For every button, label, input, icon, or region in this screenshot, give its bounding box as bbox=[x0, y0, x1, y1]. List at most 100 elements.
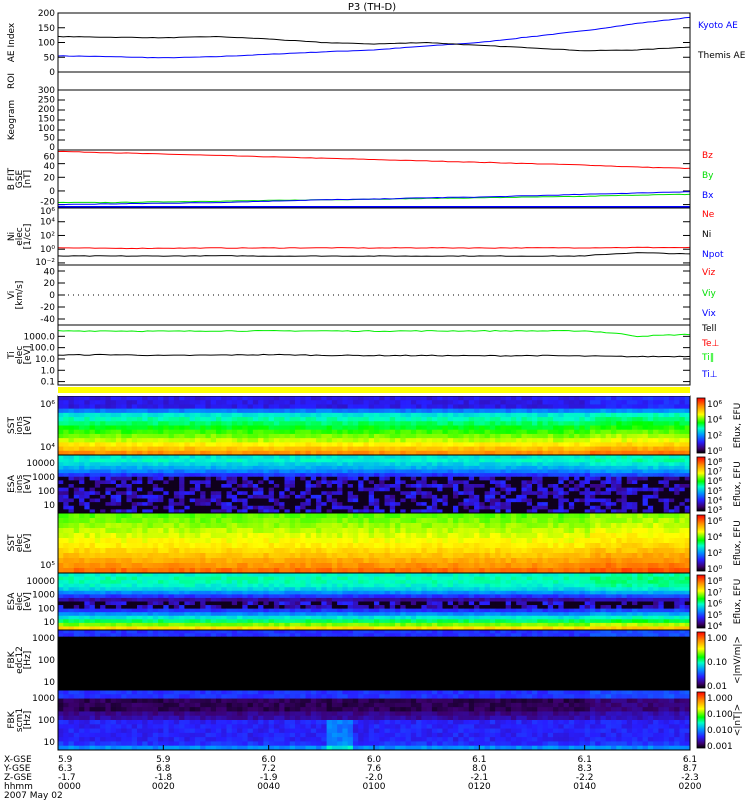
heatmap-cell bbox=[310, 458, 317, 463]
heatmap-cell bbox=[510, 396, 517, 401]
heatmap-cell bbox=[105, 513, 112, 519]
heatmap-cell bbox=[94, 417, 101, 422]
heatmap-cell bbox=[326, 396, 333, 401]
heatmap-cell bbox=[79, 476, 85, 481]
heatmap-cell bbox=[574, 543, 580, 549]
heatmap-cell bbox=[189, 505, 196, 510]
heatmap-cell bbox=[305, 429, 312, 435]
heatmap-cell bbox=[68, 563, 75, 569]
heatmap-cell bbox=[284, 417, 291, 422]
heatmap-cell bbox=[310, 462, 317, 467]
heatmap-cell bbox=[568, 523, 575, 529]
heatmap-cell bbox=[226, 509, 233, 514]
heatmap-cell bbox=[363, 462, 370, 467]
heatmap-cell bbox=[616, 476, 622, 481]
heatmap-cell bbox=[463, 558, 470, 564]
heatmap-cell bbox=[426, 433, 433, 439]
heatmap-cell bbox=[242, 417, 248, 422]
heatmap-cell bbox=[489, 553, 496, 559]
heatmap-cell bbox=[168, 548, 175, 554]
heatmap-cell bbox=[205, 462, 212, 467]
heatmap-cell bbox=[421, 400, 428, 405]
heatmap-cell bbox=[342, 400, 349, 405]
heatmap-cell bbox=[200, 548, 206, 554]
heatmap-cell bbox=[342, 509, 349, 514]
heatmap-cell bbox=[442, 494, 449, 499]
heatmap-cell bbox=[284, 563, 291, 569]
heatmap-cell bbox=[247, 502, 254, 507]
heatmap-cell bbox=[79, 442, 85, 447]
heatmap-cell bbox=[126, 491, 133, 496]
heatmap-cell bbox=[547, 543, 554, 549]
heatmap-cell bbox=[173, 396, 180, 401]
heatmap-cell bbox=[137, 548, 143, 554]
heatmap-cell bbox=[163, 491, 169, 496]
heatmap-cell bbox=[126, 484, 133, 489]
heatmap-cell bbox=[379, 408, 385, 414]
heatmap-cell bbox=[611, 533, 617, 539]
heatmap-cell bbox=[542, 498, 549, 503]
heatmap-cell bbox=[179, 480, 185, 485]
heatmap-cell bbox=[258, 421, 264, 426]
heatmap-cell bbox=[405, 458, 412, 463]
heatmap-cell bbox=[505, 465, 512, 470]
heatmap-cell bbox=[505, 469, 512, 474]
heatmap-cell bbox=[168, 473, 175, 478]
heatmap-cell bbox=[653, 476, 659, 481]
heatmap-cell bbox=[152, 502, 159, 507]
heatmap-cell bbox=[237, 528, 243, 534]
heatmap-cell bbox=[521, 513, 528, 519]
heatmap-cell bbox=[453, 455, 459, 460]
heatmap-cell bbox=[595, 469, 601, 474]
heatmap-cell bbox=[558, 408, 564, 414]
heatmap-cell bbox=[200, 509, 206, 514]
heatmap-cell bbox=[194, 558, 201, 564]
heatmap-cell bbox=[216, 553, 222, 559]
heatmap-cell bbox=[463, 417, 470, 422]
heatmap-cell bbox=[158, 476, 164, 481]
heatmap-cell bbox=[200, 455, 206, 460]
heatmap-cell bbox=[105, 498, 112, 503]
heatmap-cell bbox=[295, 523, 301, 529]
heatmap-cell bbox=[231, 505, 238, 510]
heatmap-cell bbox=[500, 548, 507, 554]
heatmap-cell bbox=[321, 425, 327, 431]
heatmap-cell bbox=[189, 446, 196, 452]
heatmap-cell bbox=[252, 509, 259, 514]
heatmap-cell bbox=[579, 412, 586, 418]
heatmap-cell bbox=[300, 408, 306, 414]
heatmap-cell bbox=[668, 548, 675, 554]
heatmap-cell bbox=[163, 498, 169, 503]
heatmap-cell bbox=[295, 548, 301, 554]
heatmap-cell bbox=[331, 412, 338, 418]
heatmap-cell bbox=[579, 494, 586, 499]
heatmap-cell bbox=[79, 558, 85, 564]
heatmap-cell bbox=[374, 491, 380, 496]
heatmap-cell bbox=[495, 455, 501, 460]
heatmap-cell bbox=[563, 502, 570, 507]
heatmap-cell bbox=[337, 462, 343, 467]
heatmap-cell bbox=[126, 417, 133, 422]
heatmap-cell bbox=[426, 446, 433, 452]
heatmap-cell bbox=[463, 408, 470, 414]
heatmap-cell bbox=[68, 538, 75, 544]
heatmap-cell bbox=[405, 553, 412, 559]
heatmap-cell bbox=[495, 487, 501, 492]
heatmap-cell bbox=[226, 498, 233, 503]
heatmap-cell bbox=[526, 528, 533, 534]
heatmap-cell bbox=[273, 494, 280, 499]
heatmap-cell bbox=[600, 538, 607, 544]
heatmap-cell bbox=[521, 404, 528, 410]
heatmap-cell bbox=[268, 458, 275, 463]
heatmap-cell bbox=[210, 465, 217, 470]
heatmap-cell bbox=[216, 425, 222, 431]
heatmap-cell bbox=[163, 421, 169, 426]
heatmap-cell bbox=[168, 408, 175, 414]
heatmap-cell bbox=[553, 505, 559, 510]
heatmap-cell bbox=[100, 498, 106, 503]
heatmap-cell bbox=[342, 498, 349, 503]
heatmap-cell bbox=[431, 498, 438, 503]
heatmap-cell bbox=[63, 404, 69, 410]
heatmap-cell bbox=[216, 421, 222, 426]
heatmap-cell bbox=[331, 396, 338, 401]
